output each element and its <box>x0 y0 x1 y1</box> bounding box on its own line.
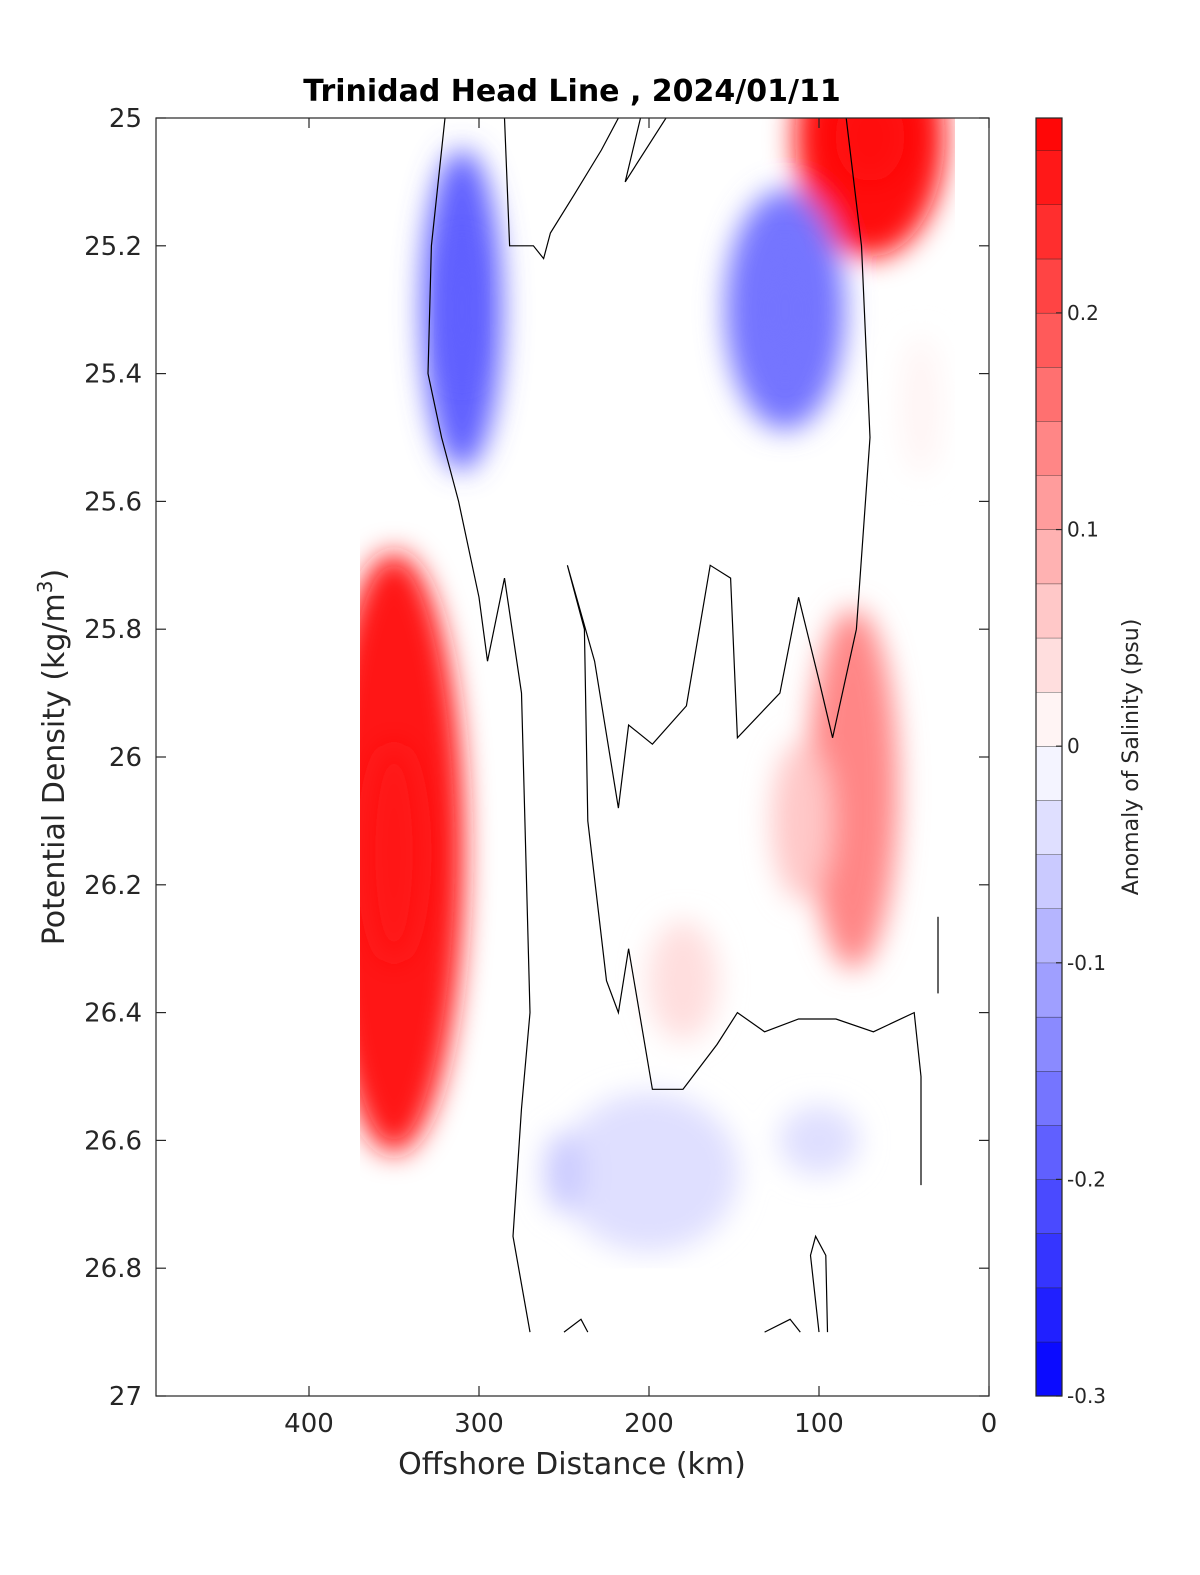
y-axis-title-suffix: ) <box>37 569 72 581</box>
x-tick-label: 100 <box>794 1409 844 1439</box>
colorbar-swatch <box>1036 1071 1062 1126</box>
colorbar-title: Anomaly of Salinity (psu) <box>1119 619 1144 896</box>
colorbar-swatch <box>1036 1341 1062 1396</box>
anomaly-inner-core <box>763 249 807 370</box>
y-axis: 25 25.2 25.4 25.6 25.8 26 26.2 26.4 26.6 26.8 27 <box>84 104 989 1412</box>
zero-contour <box>809 1234 829 1333</box>
zero-contour <box>624 118 667 183</box>
colorbar-tick-label: 0.1 <box>1067 518 1099 542</box>
x-tick-label: 300 <box>454 1409 504 1439</box>
x-axis-title: Offshore Distance (km) <box>398 1447 746 1482</box>
colorbar-swatch <box>1036 854 1062 909</box>
colorbar-swatch <box>1036 1125 1062 1180</box>
y-tick-label: 25.6 <box>84 487 142 517</box>
colorbar-tick-label: -0.3 <box>1067 1384 1106 1408</box>
y-tick-label: 27 <box>109 1382 142 1412</box>
colorbar-swatch <box>1036 1233 1062 1288</box>
y-axis-title: Potential Density (kg/m3) <box>33 569 72 945</box>
y-tick-label: 25.4 <box>84 360 142 390</box>
colorbar-swatch <box>1036 800 1062 855</box>
anomaly-core <box>772 740 832 901</box>
colorbar-swatch <box>1036 312 1062 368</box>
x-tick-label: 200 <box>624 1409 674 1439</box>
y-tick-label: 25 <box>109 104 142 134</box>
colorbar-swatch <box>1036 204 1062 259</box>
colorbar-tick-label: -0.2 <box>1067 1167 1106 1191</box>
anomaly-core <box>544 1132 584 1213</box>
plot-area <box>156 118 989 1396</box>
y-axis-title-superscript: 3 <box>33 580 57 593</box>
colorbar: 0.2 0.1 0 -0.1 -0.2 -0.3 <box>1035 117 1106 1408</box>
zero-contour <box>764 1318 801 1333</box>
zero-contour <box>566 118 922 1186</box>
y-tick-label: 26.4 <box>84 999 142 1029</box>
colorbar-swatch <box>1036 746 1062 801</box>
colorbar-swatch <box>1036 1287 1062 1342</box>
x-tick-label: 400 <box>284 1409 334 1439</box>
zero-contour <box>503 118 619 260</box>
anomaly-core <box>779 1105 859 1176</box>
y-axis-title-main: Potential Density (kg/m <box>37 593 72 945</box>
colorbar-swatch <box>1036 258 1062 313</box>
anomaly-field <box>360 118 945 1253</box>
colorbar-swatch <box>1036 1179 1062 1234</box>
y-tick-label: 25.2 <box>84 232 142 262</box>
y-tick-label: 26 <box>109 743 142 773</box>
colorbar-swatch <box>1036 529 1062 584</box>
zero-contour <box>563 1318 589 1333</box>
colorbar-swatch <box>1036 367 1062 422</box>
colorbar-swatch <box>1036 475 1062 530</box>
colorbar-swatch <box>1036 583 1062 638</box>
x-axis: 400 300 200 100 0 <box>284 118 997 1439</box>
colorbar-swatch <box>1036 150 1062 205</box>
colorbar-swatch <box>1036 421 1062 476</box>
colorbar-tick-label: 0.2 <box>1067 301 1099 325</box>
zero-contour-lines <box>427 118 939 1333</box>
chart-title: Trinidad Head Line , 2024/01/11 <box>303 74 840 109</box>
anomaly-inner-core <box>835 118 905 183</box>
anomaly-inner-core <box>366 742 422 963</box>
anomaly-core <box>648 920 718 1041</box>
colorbar-swatch <box>1036 962 1062 1017</box>
colorbar-tick-label: -0.1 <box>1067 951 1106 975</box>
y-tick-label: 25.8 <box>84 615 142 645</box>
colorbar-swatch <box>1036 908 1062 963</box>
y-tick-label: 26.2 <box>84 871 142 901</box>
x-tick-label: 0 <box>981 1409 998 1439</box>
colorbar-tick-label: 0 <box>1067 734 1080 758</box>
anomaly-inner-core <box>448 239 476 380</box>
anomaly-core <box>808 608 898 969</box>
colorbar-swatch <box>1036 1016 1062 1072</box>
y-tick-label: 26.6 <box>84 1126 142 1156</box>
zero-contour <box>427 118 531 1333</box>
y-tick-label: 26.8 <box>84 1254 142 1284</box>
anomaly-core <box>559 1092 739 1253</box>
anomaly-core <box>901 335 941 476</box>
colorbar-frame <box>1035 117 1063 1397</box>
colorbar-swatch <box>1036 118 1062 151</box>
colorbar-swatch <box>1036 637 1062 693</box>
colorbar-swatch <box>1036 692 1062 747</box>
